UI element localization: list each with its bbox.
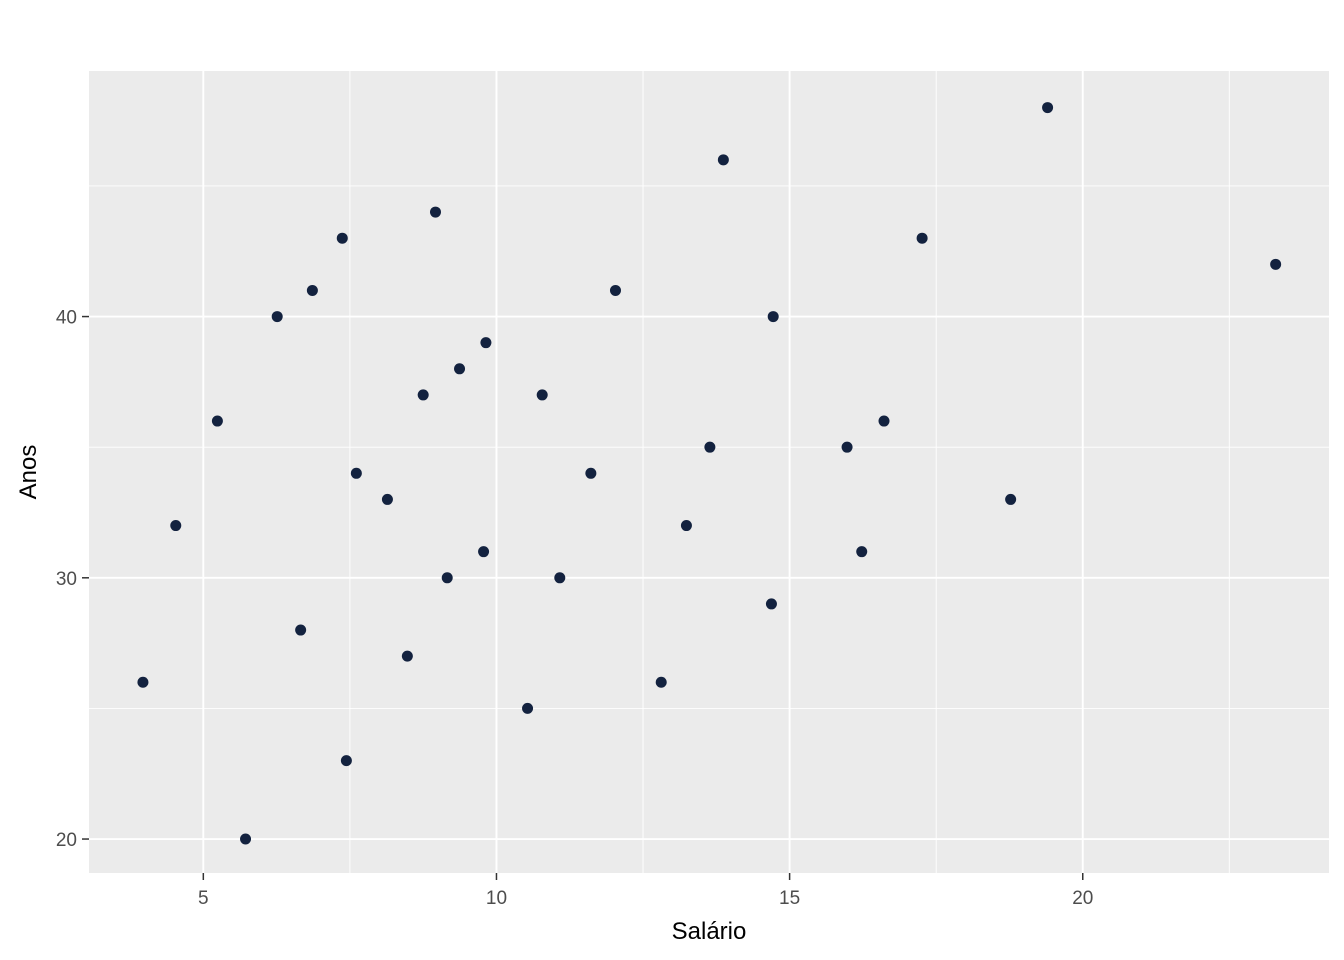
data-point — [441, 572, 453, 584]
data-point — [916, 232, 928, 244]
data-point — [1270, 258, 1282, 270]
data-point — [655, 676, 667, 688]
x-axis-title: Salário — [672, 918, 747, 945]
y-tick-label: 40 — [56, 308, 77, 329]
data-point — [522, 702, 534, 714]
major-gridlines — [89, 71, 1329, 873]
x-tick-label: 10 — [486, 888, 507, 909]
x-axis: 5 10 15 20 — [198, 873, 1093, 909]
data-point — [717, 154, 729, 166]
data-point — [401, 650, 413, 662]
data-point — [336, 232, 348, 244]
data-point — [480, 337, 492, 349]
x-tick-label: 20 — [1072, 888, 1093, 909]
data-point — [1042, 102, 1054, 114]
data-point — [211, 415, 223, 427]
data-point — [585, 467, 597, 479]
y-axis: 20 30 40 — [56, 308, 89, 851]
data-point — [767, 311, 779, 323]
data-point — [536, 389, 548, 401]
data-point — [609, 284, 621, 296]
data-point — [765, 598, 777, 610]
y-axis-title: Anos — [15, 445, 42, 500]
data-point — [841, 441, 853, 453]
data-point — [1005, 493, 1017, 505]
plot-panel — [89, 71, 1329, 873]
y-tick-label: 30 — [56, 569, 77, 590]
data-point — [856, 546, 868, 558]
data-point — [417, 389, 429, 401]
data-point — [240, 833, 252, 845]
data-point — [271, 311, 283, 323]
data-point — [306, 284, 318, 296]
data-point — [680, 520, 692, 532]
data-point — [170, 520, 182, 532]
x-tick-label: 15 — [779, 888, 800, 909]
data-point — [381, 493, 393, 505]
data-point — [478, 546, 490, 558]
data-point — [704, 441, 716, 453]
data-point — [554, 572, 566, 584]
x-tick-label: 5 — [198, 888, 209, 909]
y-tick-label: 20 — [56, 830, 77, 851]
data-point — [454, 363, 466, 375]
data-point — [350, 467, 362, 479]
data-point — [340, 755, 352, 767]
data-point — [429, 206, 441, 218]
data-points — [137, 102, 1282, 845]
data-point — [295, 624, 307, 636]
data-point — [878, 415, 890, 427]
data-point — [137, 676, 149, 688]
